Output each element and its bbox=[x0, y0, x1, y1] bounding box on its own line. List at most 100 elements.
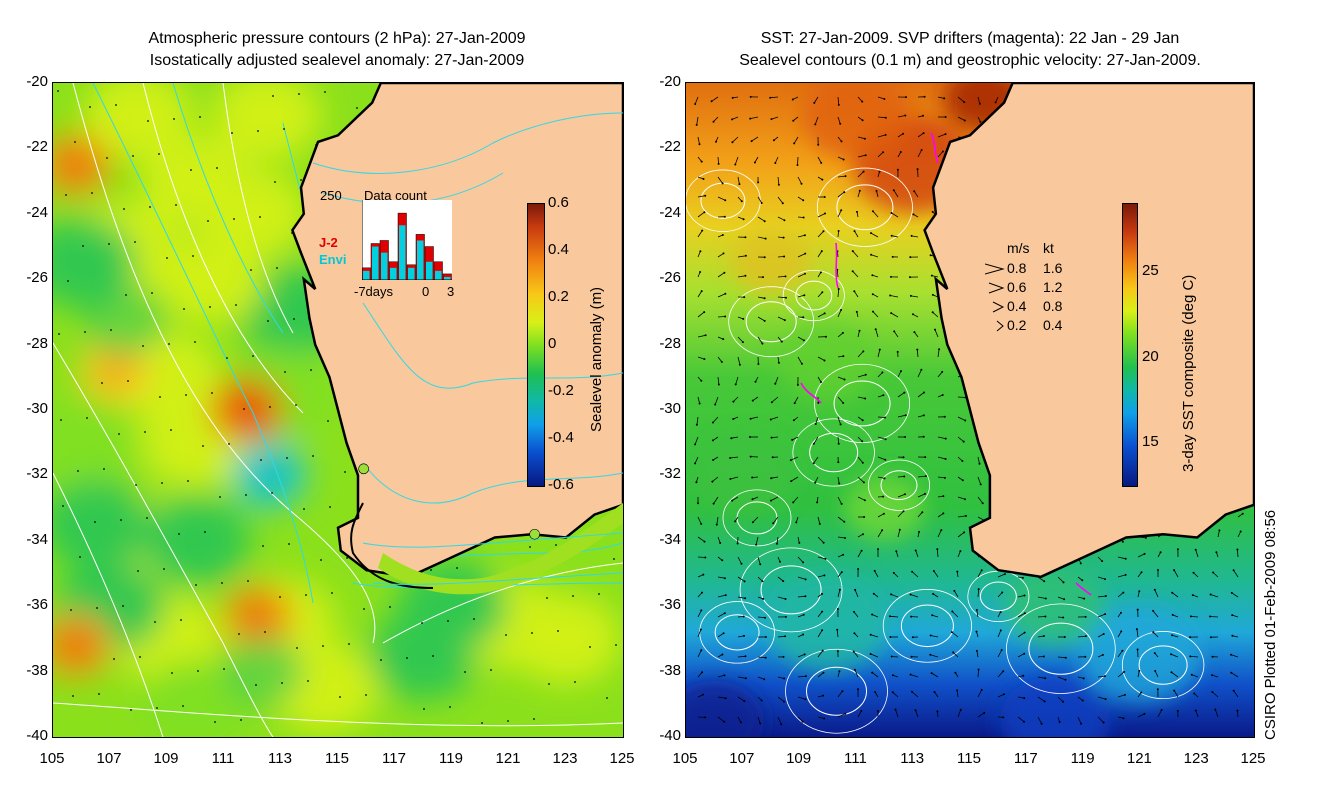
velocity-arrow bbox=[890, 594, 899, 598]
velocity-arrow bbox=[777, 596, 786, 600]
velocity-arrow bbox=[777, 256, 785, 258]
velocity-arrowhead bbox=[979, 120, 982, 123]
velocity-arrow bbox=[877, 530, 883, 538]
velocity-arrowhead bbox=[784, 598, 787, 600]
velocity-arrowhead bbox=[837, 288, 840, 290]
anomaly-core bbox=[251, 459, 288, 492]
velocity-arrowhead bbox=[1003, 573, 1006, 576]
velocity-arrowhead bbox=[700, 160, 703, 163]
velocity-arrow bbox=[757, 556, 761, 565]
velocity-arrow bbox=[757, 676, 765, 680]
track-dot bbox=[144, 431, 146, 433]
velocity-arrowhead bbox=[784, 615, 787, 618]
velocity-arrowhead bbox=[710, 100, 713, 103]
velocity-arrow bbox=[857, 476, 865, 483]
velocity-arrowhead bbox=[1173, 569, 1176, 572]
track-dot bbox=[163, 568, 165, 570]
velocity-arrowhead bbox=[793, 142, 796, 145]
left-ytick: -38 bbox=[26, 661, 48, 679]
right-map bbox=[685, 82, 1255, 738]
velocity-arrowhead bbox=[1140, 571, 1143, 574]
velocity-arrowhead bbox=[842, 158, 845, 161]
velocity-arrowhead bbox=[936, 548, 939, 551]
track-dot bbox=[447, 620, 449, 622]
track-dot bbox=[473, 618, 475, 620]
velocity-arrowhead bbox=[762, 597, 765, 600]
inset-bar-envi bbox=[363, 270, 370, 280]
velocity-arrowhead bbox=[1103, 675, 1106, 678]
velocity-arrowhead bbox=[783, 700, 785, 703]
velocity-arrow bbox=[754, 156, 759, 163]
velocity-arrowhead bbox=[910, 655, 913, 658]
velocity-arrow bbox=[790, 476, 799, 482]
velocity-arrow bbox=[697, 536, 705, 542]
left-colorbar-label: Sealevel anomaly (m) bbox=[588, 286, 605, 432]
velocity-arrowhead bbox=[914, 709, 917, 712]
velocity-arrowhead bbox=[694, 462, 697, 465]
velocity-arrowhead bbox=[804, 272, 806, 275]
velocity-arrowhead bbox=[922, 114, 924, 117]
velocity-arrow bbox=[777, 196, 784, 204]
track-dot bbox=[279, 596, 281, 598]
velocity-arrowhead bbox=[1003, 693, 1005, 696]
velocity-arrowhead bbox=[712, 439, 714, 442]
velocity-arrowhead bbox=[836, 628, 839, 631]
velocity-arrowhead bbox=[1194, 548, 1197, 551]
velocity-arrowhead bbox=[1022, 674, 1025, 677]
velocity-arrowhead bbox=[744, 254, 747, 257]
velocity-arrowhead bbox=[902, 510, 905, 513]
velocity-arrowhead bbox=[929, 254, 932, 257]
left-xtick: 111 bbox=[211, 750, 235, 767]
inset-bar-envi bbox=[390, 267, 397, 280]
velocity-arrowhead bbox=[837, 230, 840, 232]
velocity-arrow bbox=[751, 136, 759, 142]
velocity-arrowhead bbox=[871, 293, 874, 296]
velocity-arrowhead bbox=[1080, 722, 1083, 725]
velocity-arrow bbox=[937, 529, 942, 538]
velocity-arrowhead bbox=[891, 691, 894, 694]
velocity-arrow bbox=[957, 515, 966, 518]
velocity-arrow bbox=[897, 370, 902, 378]
velocity-arrowhead bbox=[823, 196, 826, 198]
velocity-arrow bbox=[957, 436, 964, 442]
velocity-arrowhead bbox=[798, 541, 801, 544]
velocity-arrowhead bbox=[909, 276, 911, 279]
velocity-arrow bbox=[910, 594, 919, 598]
velocity-arrow bbox=[776, 536, 779, 544]
velocity-arrow bbox=[1190, 616, 1199, 618]
velocity-arrowhead bbox=[1153, 588, 1156, 591]
velocity-arrow bbox=[837, 156, 844, 160]
left-xtick: 105 bbox=[39, 750, 65, 767]
track-dot bbox=[421, 622, 423, 624]
left-ytick: -24 bbox=[26, 203, 48, 221]
velocity-arrowhead bbox=[796, 164, 799, 166]
velocity-arrow bbox=[1097, 576, 1106, 580]
velocity-arrowhead bbox=[711, 480, 714, 483]
velocity-arrowhead bbox=[858, 189, 861, 192]
track-dot bbox=[139, 656, 141, 658]
velocity-arrow bbox=[1017, 653, 1025, 658]
velocity-arrow bbox=[730, 476, 739, 480]
velocity-arrowhead bbox=[800, 362, 803, 365]
velocity-arrow bbox=[794, 396, 799, 404]
velocity-arrowhead bbox=[837, 442, 840, 445]
sealevel-contour bbox=[836, 184, 894, 231]
velocity-arrow bbox=[933, 570, 939, 578]
velocity-arrowhead bbox=[891, 255, 894, 258]
track-dot bbox=[168, 343, 170, 345]
velocity-arrowhead bbox=[1176, 548, 1179, 551]
velocity-arrowhead bbox=[1171, 591, 1174, 594]
velocity-arrow bbox=[976, 609, 979, 618]
velocity-arrowhead bbox=[924, 492, 926, 495]
velocity-arrow bbox=[793, 136, 799, 144]
velocity-arrowhead bbox=[784, 275, 787, 278]
velocity-arrow bbox=[1173, 690, 1179, 698]
sealevel-contour bbox=[880, 470, 918, 501]
velocity-arrowhead bbox=[777, 183, 780, 186]
velocity-arrow bbox=[892, 691, 899, 698]
velocity-arrowhead bbox=[944, 458, 947, 460]
velocity-arrowhead bbox=[734, 163, 737, 166]
velocity-arrowhead bbox=[842, 402, 845, 404]
velocity-arrowhead bbox=[900, 370, 902, 373]
velocity-arrowhead bbox=[871, 613, 874, 616]
